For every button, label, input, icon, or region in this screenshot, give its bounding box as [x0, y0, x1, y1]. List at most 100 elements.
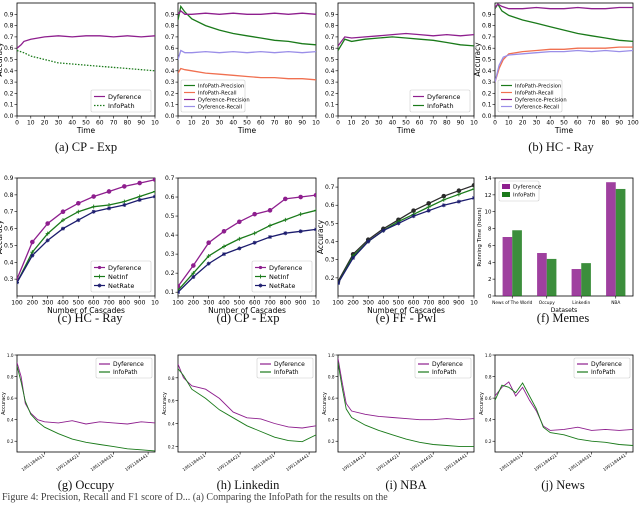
y-tick-label: 4 [488, 260, 492, 266]
legend-label: Dyference [269, 264, 302, 272]
legend-swatch [502, 192, 510, 197]
x-axis-label: Time [554, 126, 574, 135]
y-axis-label: Accuracy [322, 392, 328, 415]
x-tick-label: Linkedin [572, 300, 590, 306]
caption-h: (f) Memes [537, 311, 590, 325]
data-point [267, 208, 273, 213]
x-tick-label: 80 [285, 120, 293, 127]
y-tick-label: 0 [488, 294, 492, 300]
y-tick-label: 0.6 [325, 45, 335, 52]
x-tick-label: 1951184441 [124, 453, 149, 473]
series-line [178, 368, 316, 443]
caption-i: (g) Occupy [58, 478, 115, 492]
y-tick-label: 0.7 [482, 34, 492, 41]
y-tick-label: 0.1 [4, 102, 14, 109]
data-point [45, 231, 50, 236]
x-tick-label: 1951184421 [375, 453, 400, 473]
x-tick-label: 1951184441 [602, 453, 627, 473]
series-line [338, 36, 474, 51]
x-tick-label: 10 [348, 120, 356, 127]
chart-i: 1951184411 1951184421 1951184431 1951184441… [1, 353, 156, 473]
data-point [137, 197, 142, 202]
data-point [456, 192, 461, 197]
chart-e: 100 200 300 400 500 600 700 800 900 10 0.3 0.4 0.5 0.… [0, 175, 159, 315]
data-point [313, 192, 316, 198]
x-tick-label: 50 [402, 120, 410, 127]
x-tick-label: 600 [88, 300, 100, 307]
legend-box [414, 357, 472, 379]
data-point [122, 202, 127, 207]
y-tick-label: 0.3 [4, 276, 14, 283]
y-tick-label: 10 [485, 210, 492, 216]
series-netrate [17, 194, 155, 285]
series-line [338, 197, 474, 284]
x-tick-label: 50 [560, 120, 568, 127]
y-tick-label: 0.3 [482, 79, 492, 86]
legend-box [497, 79, 563, 113]
legend-label: InfoPath [427, 102, 454, 110]
y-tick-label: 0.0 [165, 113, 175, 120]
x-tick-label: 70 [588, 120, 596, 127]
x-axis-label: Number of Cascades [208, 306, 286, 315]
series-infopath-recall [178, 67, 316, 81]
x-tick-label: 1951184431 [89, 453, 114, 473]
data-point [283, 217, 288, 222]
legend-label: Dyference-Recall [515, 104, 559, 110]
x-tick-label: 400 [378, 300, 390, 307]
legend-marker [97, 283, 102, 288]
legend-marker [258, 265, 263, 270]
y-tick-label: 0.2 [482, 90, 492, 97]
legend-marker [97, 265, 102, 270]
x-tick-label: 1951184411 [341, 453, 366, 473]
series-line [17, 35, 155, 49]
legend-label: InfoPath [274, 369, 299, 376]
data-point [283, 196, 288, 202]
x-tick-label: 80 [602, 120, 610, 127]
data-point [456, 199, 461, 204]
y-tick-label: 0.4 [165, 232, 175, 239]
series-infopath-precision [178, 4, 316, 46]
bar [502, 237, 513, 296]
legend-label: InfoPath [591, 369, 616, 376]
y-tick-label: 0.9 [165, 11, 175, 18]
legend-box [256, 357, 314, 379]
y-tick-label: 0.4 [7, 418, 14, 423]
y-axis-label: Accuracy [0, 42, 4, 77]
legend-marker [258, 283, 263, 288]
y-tick-label: 0.6 [482, 45, 492, 52]
series-dyference [17, 362, 155, 425]
series-line [495, 46, 633, 83]
x-tick-label: 60 [257, 120, 265, 127]
x-axis-label: Datasets [551, 307, 578, 314]
data-point [411, 214, 416, 219]
y-tick-label: 0.4 [165, 68, 175, 75]
y-tick-label: 0.1 [482, 102, 492, 109]
data-point [441, 197, 446, 202]
y-tick-label: 0.1 [325, 102, 335, 109]
data-point [91, 209, 96, 214]
data-point [222, 244, 226, 249]
y-tick-label: 0.0 [482, 113, 492, 120]
bar [512, 230, 522, 296]
chart-k: 1951184411 1951184421 1951184431 1951184441… [322, 353, 475, 473]
data-point [122, 199, 127, 204]
x-tick-label: 10 [27, 120, 35, 127]
x-tick-label: 0 [336, 120, 340, 127]
series-dyference-precision [178, 9, 316, 15]
caption-j: (h) Linkedin [217, 478, 281, 492]
x-tick-label: 1951184431 [409, 453, 434, 473]
y-tick-label: 0.9 [4, 175, 14, 182]
chart-j: 1951184411 1951184421 1951184431 1951184441… [162, 354, 317, 472]
x-tick-label: 10 [188, 120, 196, 127]
y-tick-label: 0.5 [4, 57, 14, 64]
legend-label: Dyference [274, 361, 305, 368]
bar [581, 263, 591, 296]
y-tick-label: 2 [488, 277, 492, 283]
data-point [252, 211, 257, 217]
y-tick-label: 0.5 [4, 242, 14, 249]
legend-label: NetRate [269, 282, 295, 290]
y-tick-label: 0.7 [4, 34, 14, 41]
chart-l: 1951184411 1951184421 1951184431 1951184441… [479, 353, 634, 473]
data-point [441, 193, 447, 199]
data-point [456, 188, 462, 194]
